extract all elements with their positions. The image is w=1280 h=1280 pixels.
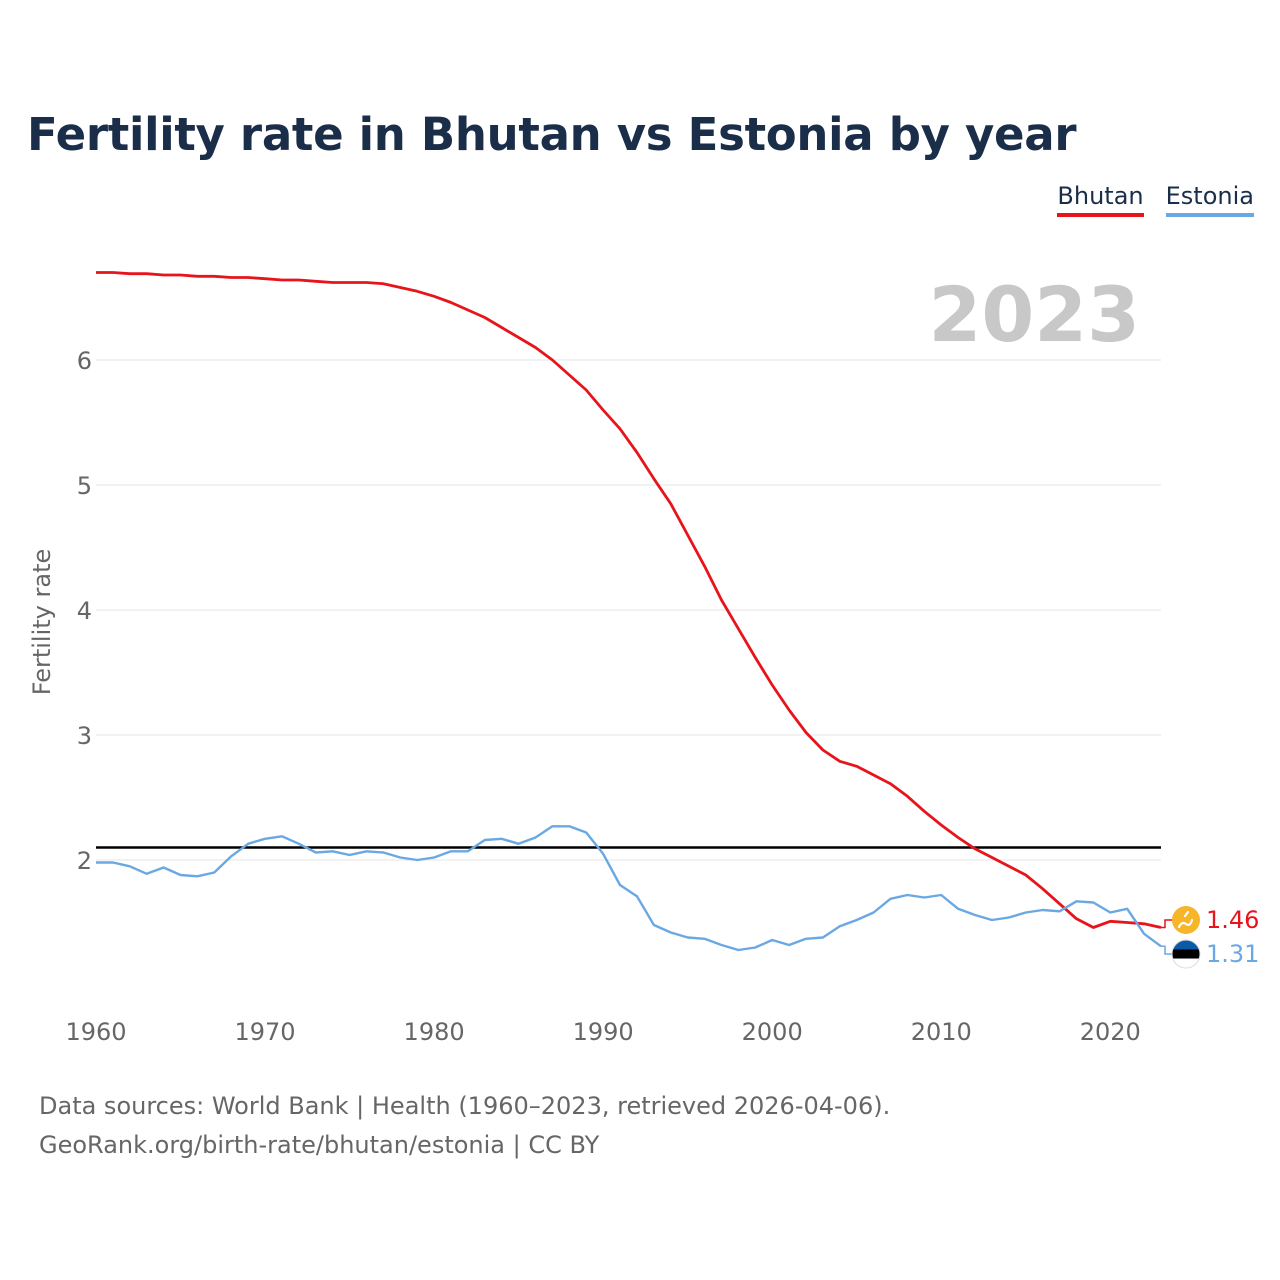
data-source-text: Data sources: World Bank | Health (1960–… (39, 1092, 891, 1120)
chart-title: Fertility rate in Bhutan vs Estonia by y… (27, 108, 1077, 161)
legend-item-bhutan[interactable]: Bhutan (1057, 182, 1144, 217)
year-label: 2023 (928, 270, 1140, 359)
y-tick-label: 4 (77, 597, 92, 625)
estonia-flag-stripe (1172, 940, 1200, 950)
x-tick-label: 2020 (1080, 1018, 1141, 1046)
x-tick-label: 1980 (404, 1018, 465, 1046)
bhutan-flag-dragon-icon (1177, 910, 1194, 929)
x-tick-label: 1990 (573, 1018, 634, 1046)
attribution-text: GeoRank.org/birth-rate/bhutan/estonia | … (39, 1131, 600, 1159)
line-chart: 2 3 4 5 6 1960 1970 1980 1990 2000 2010 2020 Fertili… (28, 270, 1259, 1046)
footer: Data sources: World Bank | Health (1960–… (39, 1087, 890, 1165)
legend: Bhutan Estonia (1057, 182, 1254, 217)
y-axis-label: Fertility rate (28, 549, 56, 696)
legend-item-estonia[interactable]: Estonia (1165, 182, 1254, 217)
x-tick-label: 1960 (65, 1018, 126, 1046)
x-tick-label: 2010 (911, 1018, 972, 1046)
x-tick-label: 1970 (235, 1018, 296, 1046)
end-connector-estonia (1161, 945, 1173, 955)
end-label-estonia: 1.31 (1206, 940, 1259, 968)
estonia-flag-icon (1172, 940, 1200, 968)
y-tick-label: 3 (77, 722, 92, 750)
bhutan-flag-icon (1172, 906, 1200, 934)
y-tick-label: 5 (77, 472, 92, 500)
series-line-bhutan (96, 271, 1162, 929)
estonia-flag-outline (1171, 939, 1201, 969)
series-line-estonia (96, 825, 1162, 952)
estonia-flag-stripe (1172, 958, 1200, 968)
end-label-bhutan: 1.46 (1206, 906, 1259, 934)
y-tick-label: 2 (77, 847, 92, 875)
y-tick-label: 6 (77, 347, 92, 375)
estonia-flag-stripe (1172, 949, 1200, 959)
end-connector-bhutan (1161, 919, 1173, 929)
x-tick-label: 2000 (742, 1018, 803, 1046)
